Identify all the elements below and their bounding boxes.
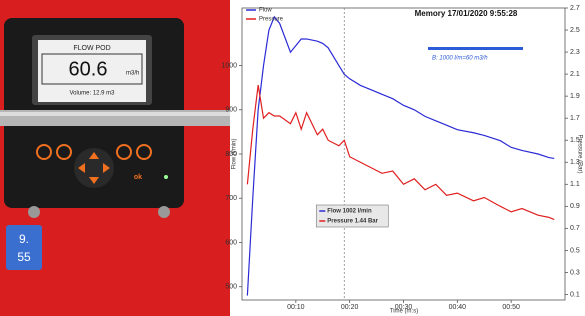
sticker-line: 55 (17, 250, 31, 264)
ok-label: ok (134, 174, 142, 181)
chart-title: Memory 17/01/2020 9:55:28 (415, 9, 518, 18)
screw (158, 206, 170, 218)
annotation-bar (428, 47, 523, 50)
device-reading: 60.6 (69, 58, 108, 80)
sticker-line: 9. (19, 232, 29, 246)
y2-tick-label: 2.3 (570, 49, 580, 56)
y2-tick-label: 0.1 (570, 291, 580, 298)
device-title: FLOW POD (73, 45, 110, 52)
y2-tick-label: 1.1 (570, 181, 580, 188)
y-tick-label: 1000 (221, 62, 237, 69)
chart-background (230, 0, 585, 316)
y2-tick-label: 1.5 (570, 137, 580, 144)
y2-tick-label: 1.7 (570, 115, 580, 122)
tooltip-text: Flow 1002 l/min (327, 209, 372, 215)
y2-tick-label: 0.3 (570, 269, 580, 276)
x-tick-label: 00:30 (395, 304, 413, 311)
tooltip-text: Pressure 1.44 Bar (327, 219, 378, 225)
metal-bar-highlight (0, 112, 230, 116)
y-tick-label: 900 (225, 107, 237, 114)
x-tick-label: 00:20 (341, 304, 359, 311)
y2-tick-label: 0.5 (570, 247, 580, 254)
y-tick-label: 500 (225, 284, 237, 291)
y2-tick-label: 1.9 (570, 93, 580, 100)
screw (28, 206, 40, 218)
page: {"device": {"title": "FLOW POD", "readin… (0, 0, 585, 316)
y2-tick-label: 2.5 (570, 27, 580, 34)
legend-label: Pressure (259, 17, 284, 23)
y2-tick-label: 1.3 (570, 159, 580, 166)
device-volume: Volume: 12.9 m3 (69, 91, 115, 97)
y-tick-label: 800 (225, 151, 237, 158)
x-tick-label: 00:50 (502, 304, 520, 311)
legend-label: Flow (259, 8, 272, 14)
y2-tick-label: 2.1 (570, 71, 580, 78)
device-unit: m3/h (126, 71, 139, 77)
x-tick-label: 00:40 (449, 304, 467, 311)
y2-tick-label: 0.7 (570, 225, 580, 232)
y2-tick-label: 0.9 (570, 203, 580, 210)
y-tick-label: 700 (225, 195, 237, 202)
led (164, 175, 168, 179)
screenshot: FLOW POD 60.6 m3/h Volume: 12.9 m3 ok 9.… (0, 0, 585, 316)
y2-tick-label: 2.7 (570, 5, 580, 12)
y-tick-label: 600 (225, 239, 237, 246)
annotation: B: 1000 l/m=60 m3/h (432, 56, 488, 62)
x-tick-label: 00:10 (287, 304, 305, 311)
